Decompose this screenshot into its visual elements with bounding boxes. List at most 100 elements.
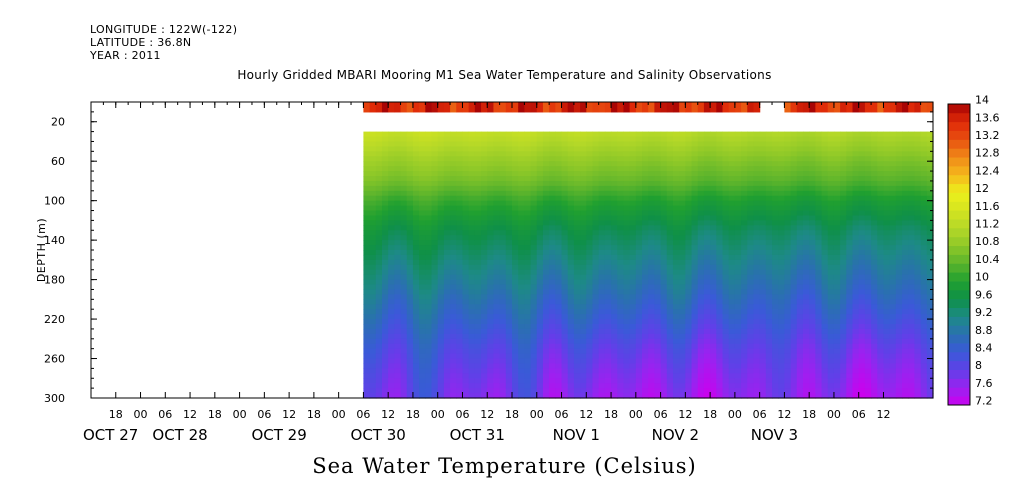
heat-cell	[369, 299, 377, 305]
heat-cell	[902, 200, 909, 207]
heat-cell	[425, 166, 433, 172]
heat-cell	[672, 146, 680, 152]
heat-cell	[604, 141, 612, 147]
heat-cell	[549, 309, 556, 315]
heat-cell	[493, 225, 501, 231]
heat-cell	[412, 264, 420, 271]
heat-cell	[858, 363, 866, 369]
heat-cell	[654, 151, 662, 157]
heat-cell	[518, 363, 525, 369]
heat-cell	[419, 363, 426, 369]
heat-cell	[741, 314, 748, 320]
heat-cell	[821, 136, 829, 143]
heat-cell	[369, 230, 377, 236]
heat-cell	[604, 136, 612, 143]
heat-cell	[679, 368, 686, 374]
heat-cell	[821, 220, 829, 226]
heat-cell	[493, 314, 501, 320]
heat-cell	[499, 106, 507, 113]
heat-cell	[443, 294, 451, 300]
heat-cell	[468, 106, 476, 113]
heat-cell	[734, 146, 742, 152]
heat-cell	[604, 166, 612, 172]
heat-cell	[703, 299, 711, 305]
heat-cell	[573, 205, 581, 212]
heat-cell	[908, 269, 916, 276]
heat-cell	[400, 378, 408, 384]
heat-cell	[852, 195, 860, 202]
heat-cell	[703, 284, 711, 291]
heat-cell	[796, 185, 804, 192]
heat-cell	[419, 279, 426, 286]
heat-cell	[567, 358, 575, 365]
heat-cell	[400, 240, 408, 246]
heat-cell	[666, 146, 674, 152]
heat-cell	[642, 176, 649, 182]
heat-cell	[437, 185, 445, 192]
heat-cell	[778, 235, 786, 241]
heat-cell	[827, 393, 835, 399]
heat-cell	[840, 176, 847, 182]
heat-cell	[530, 343, 538, 350]
heat-cell	[778, 190, 786, 197]
heat-cell	[660, 190, 668, 197]
heat-cell	[685, 205, 693, 212]
heat-cell	[487, 210, 495, 217]
heat-cell	[685, 161, 693, 167]
heat-cell	[765, 294, 773, 300]
heat-cell	[518, 106, 525, 113]
heat-cell	[481, 299, 488, 305]
heat-cell	[852, 294, 860, 300]
heat-cell	[691, 383, 699, 389]
heat-cell	[611, 102, 618, 108]
heat-cell	[759, 378, 767, 384]
heat-cell	[672, 284, 680, 291]
heat-cell	[691, 220, 699, 226]
heat-cell	[889, 245, 897, 251]
heat-cell	[852, 225, 860, 231]
heat-cell	[722, 200, 730, 207]
heat-cell	[431, 161, 439, 167]
heat-cell	[375, 373, 383, 379]
heat-cell	[561, 279, 569, 286]
heat-cell	[542, 230, 550, 236]
heat-cell	[666, 205, 674, 212]
heat-cell	[741, 254, 748, 261]
heat-cell	[481, 205, 488, 212]
heat-cell	[437, 319, 445, 325]
heat-cell	[846, 368, 854, 374]
heat-cell	[412, 146, 420, 152]
heat-cell	[654, 373, 662, 379]
heat-cell	[536, 250, 544, 256]
heat-cell	[734, 156, 742, 162]
heat-cell	[728, 309, 736, 315]
heat-cell	[728, 190, 736, 197]
heat-cell	[586, 358, 594, 365]
heat-cell	[481, 343, 488, 350]
heat-cell	[672, 294, 680, 300]
heat-cell	[629, 161, 637, 167]
heat-cell	[765, 205, 773, 212]
heat-cell	[580, 393, 587, 399]
heat-cell	[524, 378, 532, 384]
heat-cell	[858, 161, 866, 167]
heat-cell	[462, 279, 470, 286]
heat-cell	[685, 314, 693, 320]
heat-cell	[505, 388, 513, 394]
heat-cell	[815, 215, 823, 221]
heat-cell	[864, 378, 872, 384]
heat-cell	[604, 353, 612, 360]
heat-cell	[462, 324, 470, 330]
heat-cell	[431, 368, 439, 374]
heat-cell	[468, 393, 476, 399]
heat-cell	[518, 254, 525, 261]
heat-cell	[685, 348, 693, 355]
heat-cell	[437, 131, 445, 138]
heat-cell	[765, 314, 773, 320]
heat-cell	[858, 254, 866, 261]
heat-cell	[431, 250, 439, 256]
heat-cell	[561, 358, 569, 365]
heat-cell	[375, 250, 383, 256]
heat-cell	[864, 166, 872, 172]
heat-cell	[592, 383, 600, 389]
